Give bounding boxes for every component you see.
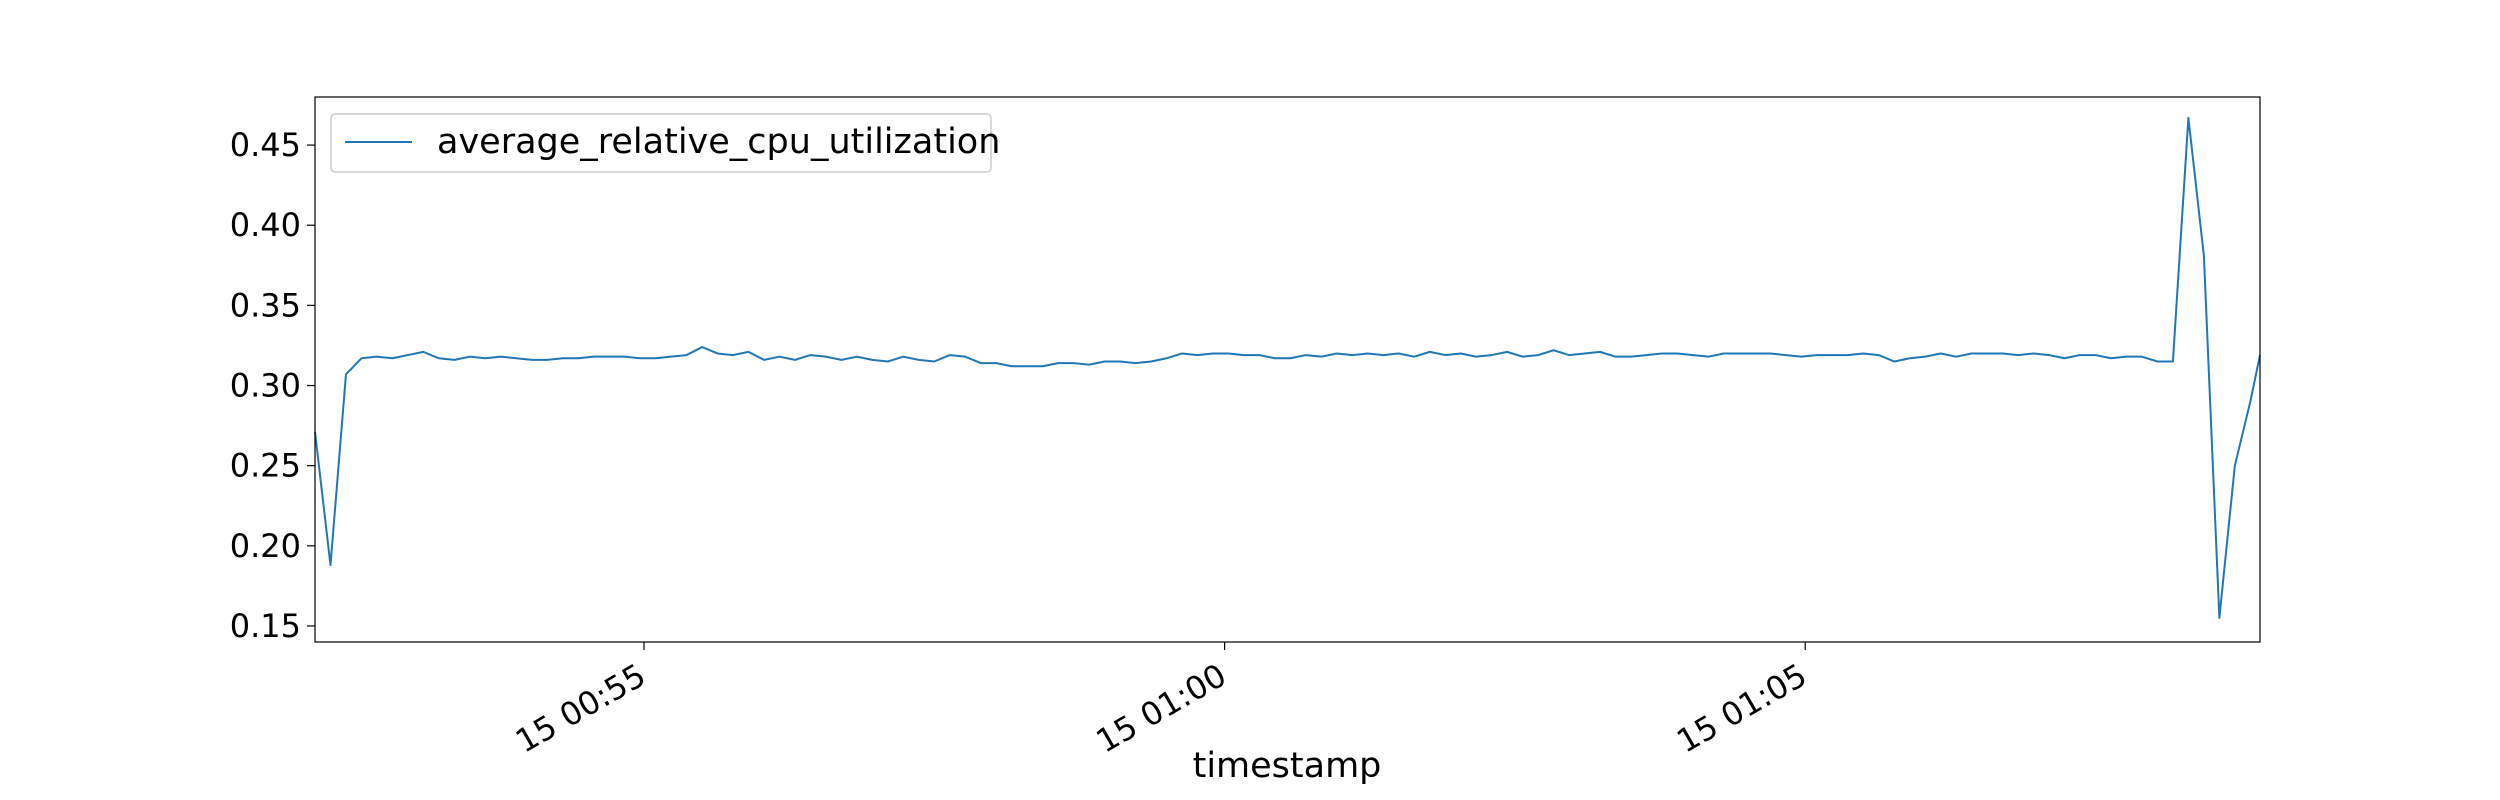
y-tick-label: 0.45 xyxy=(230,126,301,164)
legend: average_relative_cpu_utilization xyxy=(330,113,1000,173)
x-tick-label: 15 01:00 xyxy=(1090,656,1233,760)
plot-frame xyxy=(314,96,2261,643)
y-tick-label: 0.25 xyxy=(230,447,301,485)
x-tick-label: 15 01:05 xyxy=(1670,656,1813,760)
legend-label: average_relative_cpu_utilization xyxy=(437,122,1000,162)
x-axis: 15 00:55 15 01:00 15 01:05 xyxy=(509,642,1813,760)
series-layer xyxy=(314,116,2261,619)
x-tick-label: 15 00:55 xyxy=(509,656,652,760)
x-axis-label: timestamp xyxy=(1193,746,1382,786)
y-axis: 0.15 0.20 0.25 0.30 0.35 0.40 0.45 xyxy=(230,126,315,645)
y-tick-label: 0.15 xyxy=(230,607,301,645)
y-tick-label: 0.40 xyxy=(230,206,301,244)
y-tick-label: 0.30 xyxy=(230,367,301,405)
series-line-0 xyxy=(314,116,2261,619)
legend-box xyxy=(330,113,992,173)
plot-background xyxy=(315,97,2260,642)
y-tick-label: 0.20 xyxy=(230,527,301,565)
y-tick-label: 0.35 xyxy=(230,286,301,324)
